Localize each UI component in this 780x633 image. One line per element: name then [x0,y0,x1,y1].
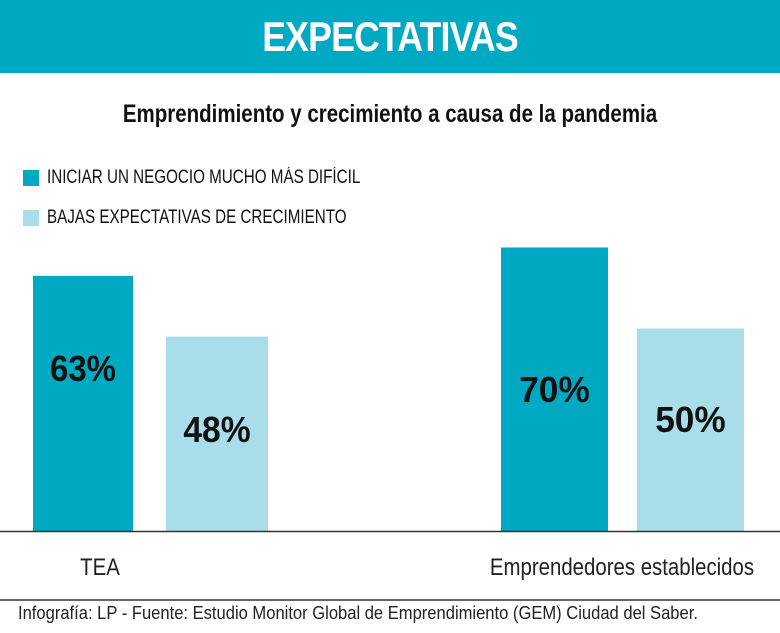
bar-iniciar-1 [501,247,608,531]
legend-swatch [23,210,39,226]
source-note: Infografía: LP - Fuente: Estudio Monitor… [18,603,698,623]
bar-bajas-1 [637,328,744,531]
data-label: 63% [50,348,116,389]
legend-item-bajas: BAJAS EXPECTATIVAS DE CRECIMIENTO [23,207,421,228]
legend-label: INICIAR UN NEGOCIO MUCHO MÁS DIFÍCIL [47,167,361,188]
legend-item-iniciar: INICIAR UN NEGOCIO MUCHO MÁS DIFÍCIL [23,167,439,188]
category-label: Emprendedores establecidos [490,553,754,580]
header-banner: EXPECTATIVAS [0,0,780,73]
category-label: TEA [80,553,120,580]
chart-title: Emprendimiento y crecimiento a causa de … [122,100,658,128]
data-label: 48% [183,409,250,450]
data-label: 70% [519,369,590,410]
data-label: 50% [655,399,726,440]
legend-swatch [23,170,39,186]
bar-iniciar-0 [33,275,133,531]
bar-bajas-0 [166,336,268,531]
legend-label: BAJAS EXPECTATIVAS DE CRECIMIENTO [47,207,347,228]
page-title: EXPECTATIVAS [262,13,518,60]
